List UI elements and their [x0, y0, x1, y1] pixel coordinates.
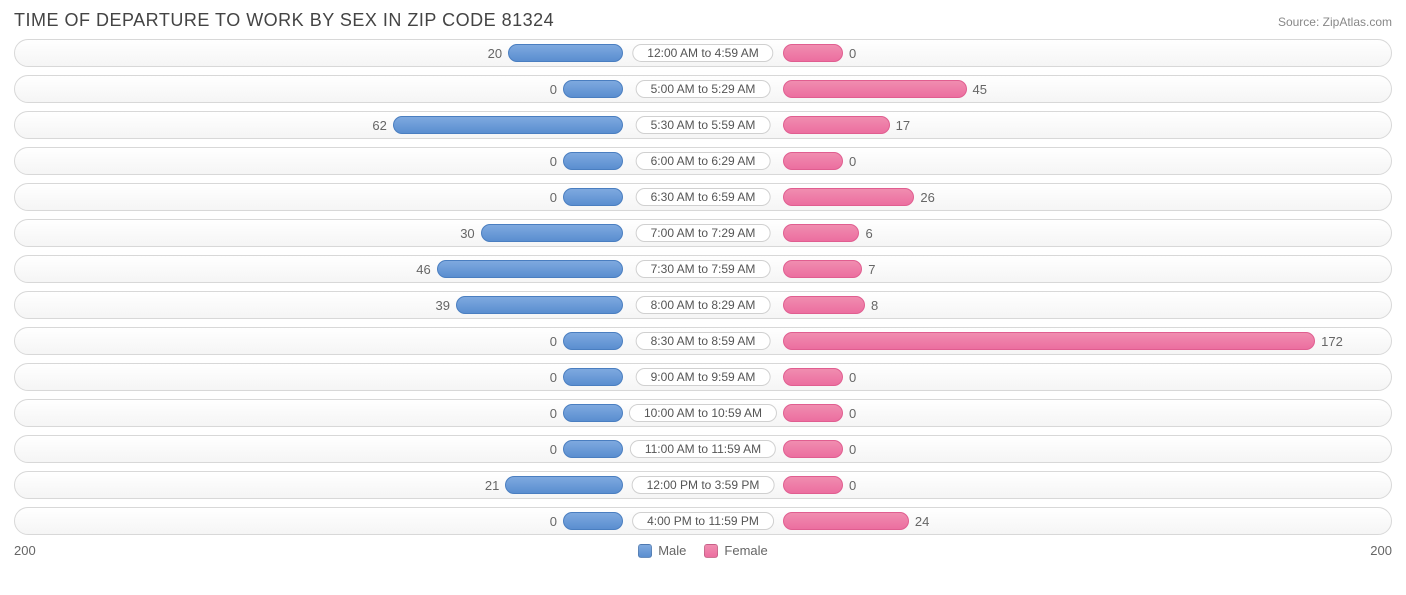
category-label: 7:00 AM to 7:29 AM [636, 224, 771, 242]
value-male: 39 [435, 292, 455, 318]
chart-row: 0 0 10:00 AM to 10:59 AM [14, 399, 1392, 427]
legend-label-female: Female [724, 543, 767, 558]
bar-male [393, 116, 623, 134]
value-male: 0 [550, 436, 563, 462]
chart-row: 0 24 4:00 PM to 11:59 PM [14, 507, 1392, 535]
axis-left-max: 200 [14, 543, 36, 558]
category-label: 8:00 AM to 8:29 AM [636, 296, 771, 314]
chart-row: 39 8 8:00 AM to 8:29 AM [14, 291, 1392, 319]
value-male: 62 [372, 112, 392, 138]
bar-female [783, 368, 843, 386]
value-female: 24 [909, 508, 929, 534]
value-male: 21 [485, 472, 505, 498]
value-male: 0 [550, 148, 563, 174]
category-label: 7:30 AM to 7:59 AM [636, 260, 771, 278]
category-label: 12:00 PM to 3:59 PM [632, 476, 775, 494]
value-female: 7 [862, 256, 875, 282]
value-female: 6 [859, 220, 872, 246]
bar-female [783, 512, 909, 530]
bar-female [783, 224, 859, 242]
bar-male [505, 476, 623, 494]
chart-legend: Male Female [638, 543, 768, 558]
legend-item-male: Male [638, 543, 686, 558]
bar-female [783, 404, 843, 422]
value-male: 0 [550, 400, 563, 426]
bar-male [563, 368, 623, 386]
category-label: 12:00 AM to 4:59 AM [632, 44, 773, 62]
chart-source: Source: ZipAtlas.com [1278, 15, 1392, 29]
chart-row: 0 0 6:00 AM to 6:29 AM [14, 147, 1392, 175]
bar-male [481, 224, 623, 242]
chart-title: TIME OF DEPARTURE TO WORK BY SEX IN ZIP … [14, 10, 554, 31]
value-female: 172 [1315, 328, 1343, 354]
bar-male [563, 332, 623, 350]
population-pyramid-chart: 20 0 12:00 AM to 4:59 AM 0 45 5:00 AM to 5:29… [14, 39, 1392, 535]
bar-male [456, 296, 623, 314]
value-male: 0 [550, 364, 563, 390]
bar-male [563, 188, 623, 206]
legend-swatch-male [638, 544, 652, 558]
bar-male [563, 80, 623, 98]
bar-female [783, 116, 890, 134]
bar-male [563, 152, 623, 170]
chart-row: 0 0 9:00 AM to 9:59 AM [14, 363, 1392, 391]
chart-row: 0 26 6:30 AM to 6:59 AM [14, 183, 1392, 211]
bar-female [783, 296, 865, 314]
bar-male [508, 44, 623, 62]
legend-swatch-female [704, 544, 718, 558]
category-label: 5:00 AM to 5:29 AM [636, 80, 771, 98]
bar-male [563, 404, 623, 422]
value-male: 46 [416, 256, 436, 282]
bar-female [783, 332, 1315, 350]
value-male: 0 [550, 328, 563, 354]
value-female: 0 [843, 364, 856, 390]
value-female: 0 [843, 148, 856, 174]
legend-label-male: Male [658, 543, 686, 558]
value-female: 17 [890, 112, 910, 138]
bar-female [783, 440, 843, 458]
bar-female [783, 152, 843, 170]
bar-male [437, 260, 623, 278]
category-label: 6:30 AM to 6:59 AM [636, 188, 771, 206]
category-label: 10:00 AM to 10:59 AM [629, 404, 777, 422]
bar-male [563, 440, 623, 458]
chart-row: 30 6 7:00 AM to 7:29 AM [14, 219, 1392, 247]
category-label: 6:00 AM to 6:29 AM [636, 152, 771, 170]
value-female: 0 [843, 472, 856, 498]
bar-female [783, 188, 914, 206]
chart-row: 21 0 12:00 PM to 3:59 PM [14, 471, 1392, 499]
value-female: 0 [843, 400, 856, 426]
value-female: 8 [865, 292, 878, 318]
chart-row: 0 0 11:00 AM to 11:59 AM [14, 435, 1392, 463]
category-label: 8:30 AM to 8:59 AM [636, 332, 771, 350]
chart-row: 0 45 5:00 AM to 5:29 AM [14, 75, 1392, 103]
chart-footer: 200 Male Female 200 [14, 543, 1392, 558]
value-male: 30 [460, 220, 480, 246]
bar-female [783, 476, 843, 494]
value-female: 26 [914, 184, 934, 210]
value-male: 0 [550, 508, 563, 534]
chart-row: 62 17 5:30 AM to 5:59 AM [14, 111, 1392, 139]
bar-female [783, 260, 862, 278]
chart-row: 20 0 12:00 AM to 4:59 AM [14, 39, 1392, 67]
value-male: 20 [488, 40, 508, 66]
category-label: 5:30 AM to 5:59 AM [636, 116, 771, 134]
value-male: 0 [550, 76, 563, 102]
value-female: 45 [967, 76, 987, 102]
bar-female [783, 44, 843, 62]
value-female: 0 [843, 40, 856, 66]
chart-row: 0 172 8:30 AM to 8:59 AM [14, 327, 1392, 355]
bar-female [783, 80, 967, 98]
bar-male [563, 512, 623, 530]
axis-right-max: 200 [1370, 543, 1392, 558]
category-label: 11:00 AM to 11:59 AM [630, 440, 776, 458]
legend-item-female: Female [704, 543, 767, 558]
category-label: 9:00 AM to 9:59 AM [636, 368, 771, 386]
value-female: 0 [843, 436, 856, 462]
category-label: 4:00 PM to 11:59 PM [632, 512, 774, 530]
chart-header: TIME OF DEPARTURE TO WORK BY SEX IN ZIP … [14, 10, 1392, 31]
chart-row: 46 7 7:30 AM to 7:59 AM [14, 255, 1392, 283]
value-male: 0 [550, 184, 563, 210]
